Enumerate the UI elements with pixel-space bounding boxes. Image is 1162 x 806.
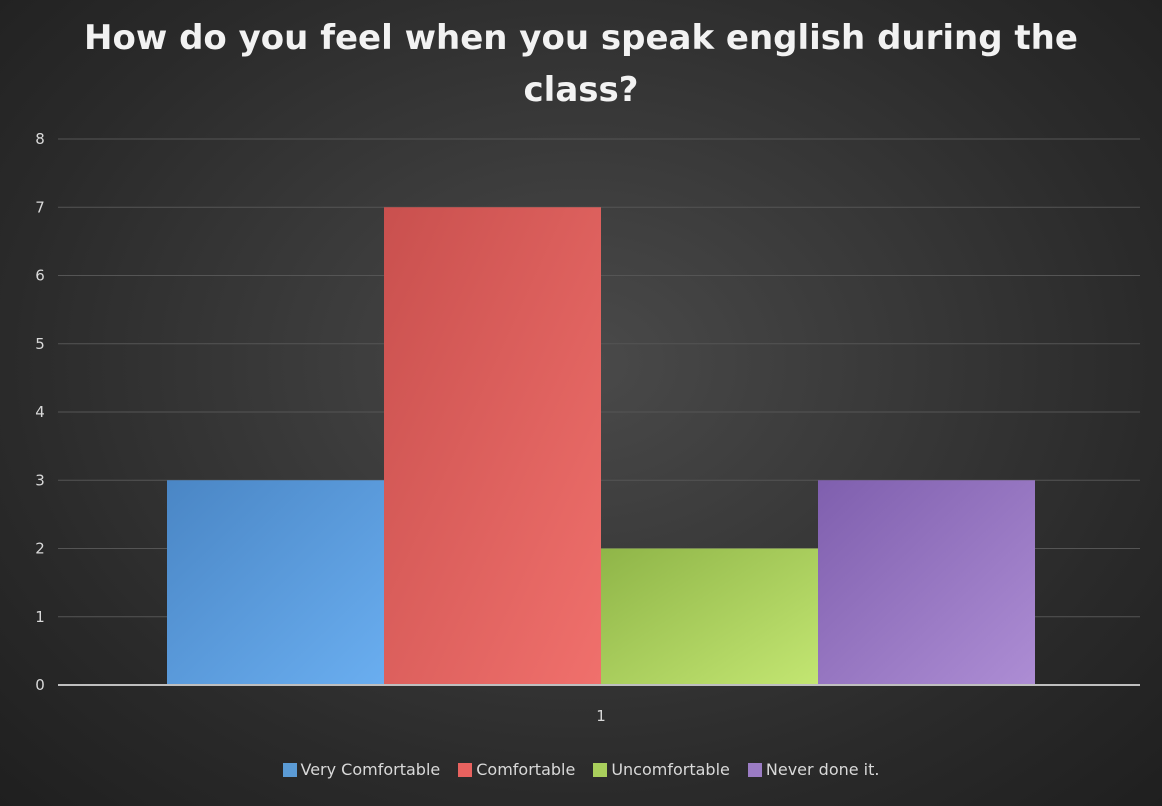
y-tick-label-7: 7: [35, 198, 45, 216]
y-tick-label-1: 1: [35, 608, 45, 626]
legend-label-never-done-it: Never done it.: [765, 760, 880, 779]
legend-label-comfortable: Comfortable: [476, 760, 576, 779]
bar-very-comfortable: [167, 480, 384, 685]
y-tick-label-4: 4: [35, 403, 45, 421]
y-tick-label-5: 5: [35, 335, 45, 353]
y-tick-label-2: 2: [35, 540, 45, 558]
legend-item-never-done-it: Never done it.: [747, 760, 880, 779]
legend-label-very-comfortable: Very Comfortable: [300, 760, 441, 779]
legend-item-uncomfortable: Uncomfortable: [593, 760, 730, 779]
legend-swatch-never-done-it: [747, 762, 762, 777]
chart-title-line-2: class?: [523, 70, 639, 110]
x-tick-label-1: 1: [596, 707, 606, 725]
y-tick-label-3: 3: [35, 471, 45, 489]
legend-swatch-comfortable: [458, 762, 473, 777]
y-tick-label-8: 8: [35, 130, 45, 148]
y-tick-label-6: 6: [35, 267, 45, 285]
legend-item-comfortable: Comfortable: [458, 760, 575, 779]
bar-comfortable: [384, 207, 601, 685]
bar-never-done-it: [818, 480, 1035, 685]
chart-title-line-1: How do you feel when you speak english d…: [84, 18, 1078, 58]
bars: [167, 207, 1035, 685]
axes: 0 1 2 3 4 5 6 7 8 1: [35, 130, 1140, 725]
legend-swatch-very-comfortable: [282, 762, 297, 777]
y-tick-label-0: 0: [35, 676, 45, 694]
legend-swatch-uncomfortable: [593, 762, 608, 777]
bar-uncomfortable: [601, 548, 818, 685]
legend-item-very-comfortable: Very Comfortable: [282, 760, 441, 779]
legend: Very Comfortable Comfortable Uncomfortab…: [0, 760, 1162, 779]
chart-title: How do you feel when you speak english d…: [0, 12, 1162, 116]
legend-label-uncomfortable: Uncomfortable: [611, 760, 730, 779]
